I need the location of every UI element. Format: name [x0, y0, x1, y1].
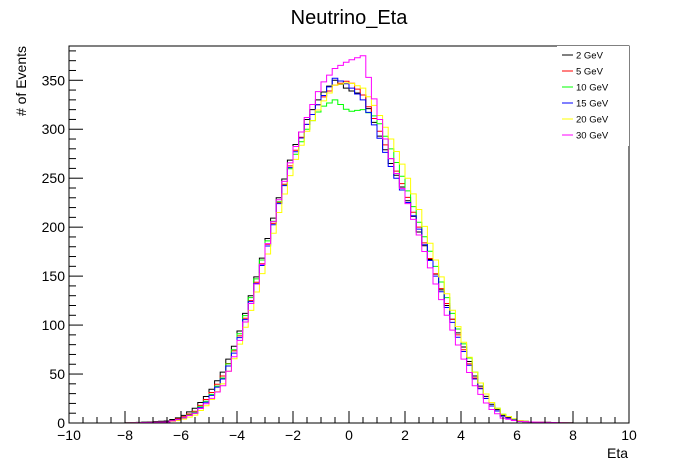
x-tick-label: −6: [173, 427, 189, 443]
x-tick-label: 4: [457, 427, 465, 443]
legend-entry-label: 2 GeV: [576, 51, 604, 62]
y-tick-label: 0: [57, 415, 65, 431]
y-tick-label: 300: [42, 121, 66, 137]
x-tick-label: 2: [401, 427, 409, 443]
legend-entry-label: 15 GeV: [576, 99, 609, 110]
y-axis-label: # of Events: [13, 46, 29, 116]
x-tick-label: 10: [621, 427, 637, 443]
y-tick-label: 100: [42, 317, 66, 333]
series-line-2-gev: [69, 79, 629, 424]
legend-entry-label: 20 GeV: [576, 115, 609, 126]
x-tick-label: 0: [345, 427, 353, 443]
series-line-20-gev: [69, 82, 629, 424]
x-tick-label: −4: [229, 427, 245, 443]
legend-entry-label: 10 GeV: [576, 83, 609, 94]
series-layer: [69, 55, 629, 424]
x-tick-label: 6: [513, 427, 521, 443]
x-axis-label: Eta: [607, 445, 628, 461]
y-tick-label: 250: [42, 170, 66, 186]
y-tick-label: 50: [49, 366, 65, 382]
legend-entry-label: 30 GeV: [576, 131, 609, 142]
x-axis: −10 −8 −6 −4 −2 0 2 4 6 8 10: [57, 411, 637, 443]
legend-entry-label: 5 GeV: [576, 67, 604, 78]
series-line-5-gev: [69, 80, 629, 424]
legend-box: [557, 46, 629, 146]
legend: 2 GeV 5 GeV 10 GeV 15 GeV 20 GeV 30 GeV: [557, 46, 629, 146]
x-tick-label: 8: [569, 427, 577, 443]
y-tick-label: 350: [42, 72, 66, 88]
series-line-10-gev: [69, 99, 629, 424]
x-tick-label: −2: [285, 427, 301, 443]
chart-title: Neutrino_Eta: [291, 7, 409, 29]
x-tick-label: −10: [57, 427, 81, 443]
y-tick-label: 200: [42, 219, 66, 235]
plot-frame: [68, 45, 630, 424]
series-line-15-gev: [69, 77, 629, 424]
y-tick-label: 150: [42, 268, 66, 284]
y-axis: 0 50 100 150 200 250 300 350: [42, 50, 83, 431]
x-tick-label: −8: [117, 427, 133, 443]
